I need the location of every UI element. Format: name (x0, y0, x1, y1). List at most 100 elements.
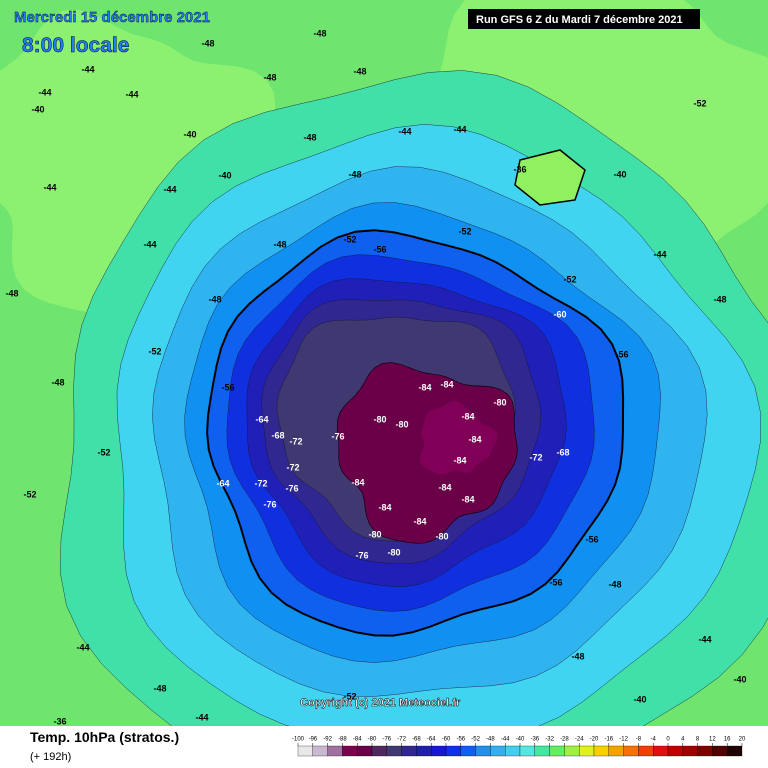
contour-label: -80 (493, 397, 506, 407)
contour-label: -44 (76, 642, 89, 652)
contour-label: -48 (273, 239, 286, 249)
colorbar-swatch (490, 745, 506, 757)
contour-label: -80 (373, 414, 386, 424)
contour-label: -40 (183, 129, 196, 139)
colorbar-swatch (386, 745, 402, 757)
contour-label: -40 (633, 694, 646, 704)
contour-label: -80 (395, 419, 408, 429)
colorbar-label: -36 (530, 737, 539, 743)
colorbar-label: -20 (590, 737, 599, 743)
colorbar-label: -28 (560, 737, 569, 743)
colorbar-swatch (519, 745, 535, 757)
colorbar-label: 0 (666, 737, 670, 743)
colorbar-swatch (727, 745, 743, 757)
colorbar-label: -4 (651, 737, 657, 743)
colorbar-swatch (638, 745, 654, 757)
colorbar: -100 -96 -92 -88 -84 -80 -76 -72 -68 -64 -60 -56 -52… (292, 737, 746, 757)
colorbar-label: -72 (397, 737, 406, 743)
colorbar-swatch (416, 745, 432, 757)
contour-label: -72 (286, 462, 299, 472)
colorbar-swatch (401, 745, 417, 757)
colorbar-swatch (312, 745, 328, 757)
contour-label: -52 (343, 691, 356, 701)
contour-label: -64 (216, 478, 229, 488)
colorbar-swatch (593, 745, 609, 757)
contour-label: -84 (351, 477, 364, 487)
contour-labels: -48 -48 -44 -48 -48 -44 -44 -40 -48 -44 -44 -40 -44 -… (5, 28, 746, 726)
colorbar-swatch (505, 745, 521, 757)
contour-label: -84 (461, 494, 474, 504)
colorbar-swatch (712, 745, 728, 757)
contour-label: -48 (51, 377, 64, 387)
contour-label: -52 (148, 346, 161, 356)
contour-label: -48 (208, 294, 221, 304)
contour-label: -52 (97, 447, 110, 457)
contour-label: -48 (571, 651, 584, 661)
contour-label: -44 (453, 124, 466, 134)
contour-label: -52 (23, 489, 36, 499)
colorbar-swatch (549, 745, 565, 757)
colorbar-label: -80 (368, 737, 377, 743)
contour-label: -52 (343, 234, 356, 244)
colorbar-label: -12 (619, 737, 628, 743)
colorbar-swatch (682, 745, 698, 757)
contour-label: -72 (289, 436, 302, 446)
colorbar-swatch (564, 745, 580, 757)
colorbar-label: -92 (323, 737, 332, 743)
colorbar-swatch (357, 745, 373, 757)
colorbar-label: -76 (382, 737, 391, 743)
colorbar-swatch (445, 745, 461, 757)
run-info: Run GFS 6 Z du Mardi 7 décembre 2021 (476, 14, 683, 26)
contour-label: -84 (438, 482, 451, 492)
contour-label: -84 (418, 382, 431, 392)
colorbar-label: 16 (724, 737, 731, 743)
contour-label: -80 (435, 531, 448, 541)
colorbar-swatch (342, 745, 358, 757)
contour-label: -48 (153, 683, 166, 693)
land-patch (514, 149, 586, 206)
contour-label: -76 (331, 431, 344, 441)
contour-label: -40 (733, 674, 746, 684)
contour-label: -84 (440, 379, 453, 389)
contour-label: -44 (398, 126, 411, 136)
colorbar-label: -48 (486, 737, 495, 743)
contour-label: -44 (125, 89, 138, 99)
contour-label: -48 (713, 294, 726, 304)
colorbar-swatch (579, 745, 595, 757)
contour-label: -44 (143, 239, 156, 249)
contour-label: -84 (413, 516, 426, 526)
contour-label: -64 (255, 414, 268, 424)
contour-label: -48 (608, 579, 621, 589)
contour-label: -56 (585, 534, 598, 544)
contour-label: -56 (549, 577, 562, 587)
colorbar-swatch (297, 745, 313, 757)
colorbar-swatch (475, 745, 491, 757)
colorbar-label: -56 (456, 737, 465, 743)
colorbar-swatch (608, 745, 624, 757)
contour-label: -36 (513, 164, 526, 174)
contour-label: -76 (285, 483, 298, 493)
contour-label: -84 (468, 434, 481, 444)
contour-label: -48 (5, 288, 18, 298)
contour-label: -44 (81, 64, 94, 74)
contour-label: -48 (201, 38, 214, 48)
contour-label: -84 (453, 455, 466, 465)
colorbar-swatch (653, 745, 669, 757)
colorbar-swatch (431, 745, 447, 757)
contour-label: -52 (563, 274, 576, 284)
colorbar-label: -8 (636, 737, 642, 743)
contour-label: -68 (271, 430, 284, 440)
colorbar-label: -64 (427, 737, 436, 743)
contour-label: -80 (368, 529, 381, 539)
run-box (468, 9, 700, 29)
colorbar-label: -96 (308, 737, 317, 743)
contour-label: -60 (553, 309, 566, 319)
colorbar-label: -32 (545, 737, 554, 743)
contour-label: -56 (615, 349, 628, 359)
colorbar-label: 12 (709, 737, 716, 743)
contour-label: -72 (254, 478, 267, 488)
colorbar-label: 8 (696, 737, 700, 743)
colorbar-swatch (327, 745, 343, 757)
